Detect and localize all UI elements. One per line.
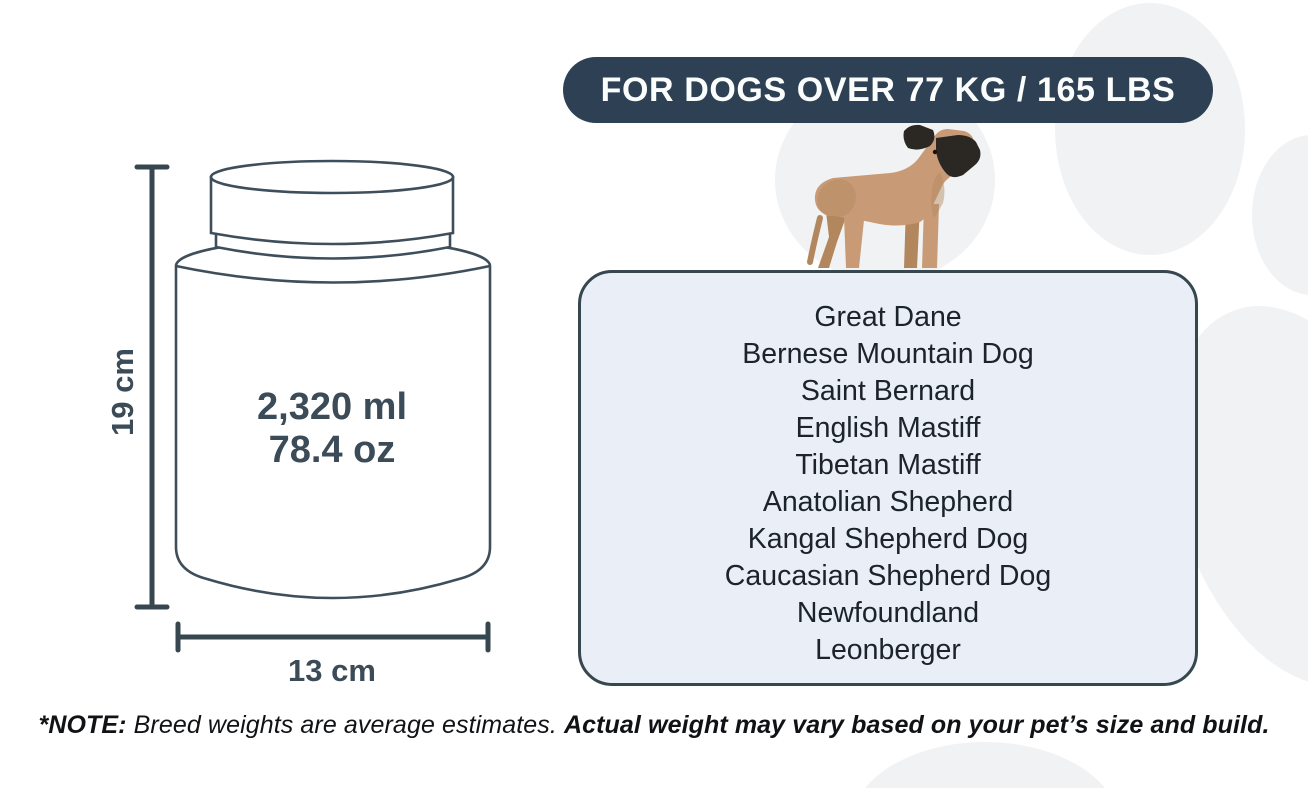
footnote-regular: Breed weights are average estimates.	[126, 711, 564, 739]
breed-item: Leonberger	[815, 634, 961, 666]
volume-label: 2,320 ml 78.4 oz	[207, 386, 457, 472]
breed-item: Great Dane	[814, 301, 962, 333]
header-banner: FOR DOGS OVER 77 KG / 165 LBS	[563, 57, 1213, 123]
dog-muzzle-icon	[936, 135, 981, 178]
breed-item: Bernese Mountain Dog	[742, 338, 1034, 370]
header-title: FOR DOGS OVER 77 KG / 165 LBS	[600, 70, 1176, 109]
dog-eye-icon	[932, 149, 938, 155]
great-dane-icon	[807, 124, 981, 268]
breed-item: English Mastiff	[795, 412, 981, 444]
dog-hind-leg-far	[818, 212, 846, 268]
dog-hind-leg-near	[844, 217, 864, 268]
jar-lid	[209, 175, 455, 246]
dimension-lines	[134, 164, 491, 653]
height-label: 19 cm	[105, 348, 140, 436]
dog-front-leg-near	[922, 204, 939, 268]
volume-oz: 78.4 oz	[268, 429, 396, 471]
jar-lid-top	[209, 159, 455, 195]
breed-item: Caucasian Shepherd Dog	[724, 560, 1052, 592]
breed-item: Newfoundland	[796, 597, 980, 629]
paw-print-pad-icon	[850, 742, 1120, 788]
paw-print-toe-icon	[1055, 3, 1245, 255]
volume-ml: 2,320 ml	[257, 386, 407, 428]
dog-tail	[807, 215, 823, 265]
container-diagram	[134, 159, 492, 653]
footnote-prefix: *NOTE:	[38, 711, 127, 739]
footnote: *NOTE: Breed weights are average estimat…	[0, 711, 1308, 740]
breed-item: Anatolian Shepherd	[762, 486, 1014, 518]
paw-print-toe-icon	[1252, 135, 1308, 295]
dog-ear-icon	[903, 124, 935, 150]
breed-list: Great Dane Bernese Mountain Dog Saint Bern…	[581, 299, 1195, 669]
breed-item: Kangal Shepherd Dog	[747, 523, 1029, 555]
breed-list-box: Great Dane Bernese Mountain Dog Saint Bern…	[578, 270, 1198, 686]
width-label: 13 cm	[288, 653, 376, 688]
breed-item: Saint Bernard	[800, 375, 976, 407]
jar-outline	[174, 159, 492, 600]
dog-chest-shade	[931, 172, 945, 219]
jar-shoulder-line	[175, 264, 491, 284]
breed-item: Tibetan Mastiff	[795, 449, 981, 481]
footnote-bold: Actual weight may vary based on your pet…	[563, 711, 1270, 739]
dog-thigh-shade	[817, 179, 856, 217]
